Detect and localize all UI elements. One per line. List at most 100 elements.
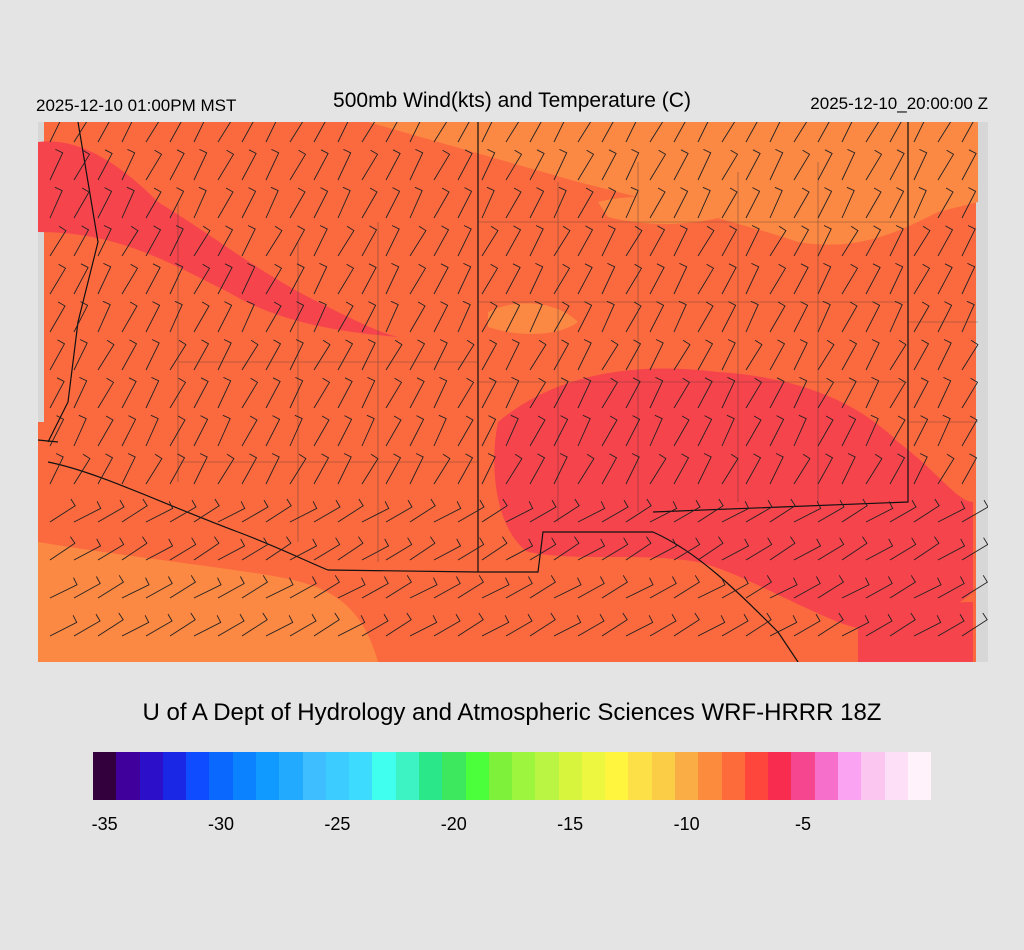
wind-barb [97,377,115,409]
wind-barb [625,415,641,447]
political-boundaries [38,122,909,662]
colorbar-tick-labels: -35 -30 -25 -20 -15 -10 -5 [0,814,1024,838]
wind-barb [265,339,282,371]
wind-barb [313,187,329,219]
wind-barb [793,538,822,561]
wind-barb [481,536,508,561]
wind-barb [961,300,975,333]
wind-barb [865,538,894,561]
wind-barb [937,414,951,447]
wind-barb [553,148,568,181]
wind-barb [289,339,304,371]
wind-barb [961,262,976,295]
wind-barb [313,122,326,143]
colorbar-swatch [861,752,885,800]
wind-barb [217,263,233,295]
map-title: 500mb Wind(kts) and Temperature (C) [333,89,691,112]
wind-barb [913,186,927,219]
wind-barb [889,225,904,257]
wind-barb [577,149,595,181]
wind-barb [649,187,666,219]
wind-barb [193,377,209,409]
wind-barb [409,453,424,485]
wind-barb [217,613,245,637]
wind-barb [121,263,139,295]
wind-barb [481,577,510,599]
wind-barb [409,498,436,523]
wind-barb [217,376,232,409]
colorbar-swatch [838,752,862,800]
wind-barb [289,576,317,599]
wind-barb [961,149,977,181]
wind-barb [433,376,448,409]
wind-barb [769,225,787,257]
wind-barb [745,225,760,257]
wind-barb [937,149,955,181]
colorbar-swatch [581,752,606,800]
wind-barb [601,225,616,257]
wind-barb [529,537,557,561]
wind-barb [265,377,281,409]
wind-barb [529,262,544,295]
wind-barb [145,301,161,333]
colorbar-tick-label: -25 [324,814,351,834]
wind-barb [193,498,220,523]
wind-barb [937,613,965,637]
wind-barb [505,149,523,181]
wind-barb [481,415,497,447]
wind-barb [577,225,594,257]
wind-barb [745,415,762,447]
wind-barb [649,414,663,447]
colorbar-swatch [209,752,233,800]
wind-barb [961,225,976,257]
wind-barb [529,225,544,257]
colorbar-swatch [232,752,256,800]
wind-barb [289,414,303,447]
wind-barb [481,453,496,485]
wind-barb [745,122,758,143]
wind-barb [361,538,390,561]
colorbar-swatch [488,752,513,800]
wind-barb [49,263,67,295]
wind-barb [457,612,484,637]
wind-barb [745,339,763,371]
wind-barb [385,300,399,333]
colorbar-swatch [814,752,838,800]
wind-barb [73,501,102,523]
wind-barb [505,538,534,561]
wind-barb [337,301,354,333]
wind-barb [817,377,835,409]
wind-barb [457,575,485,599]
wind-barb [601,575,629,599]
wind-barb [481,339,498,371]
colorbar-swatch [512,752,536,800]
wind-barb [193,186,207,219]
wind-barb [73,149,91,181]
wind-barb [121,301,138,333]
wind-barb [673,187,689,219]
wind-barb [745,612,772,637]
wind-barb [553,122,565,143]
wind-barb [337,339,354,371]
wind-barb [937,301,953,333]
wind-barb [745,537,773,561]
wind-barb [289,225,306,257]
wind-barb [73,339,88,371]
colorbar-swatch [558,752,582,800]
wind-barb [169,122,182,143]
wind-barb [769,498,796,523]
wind-barb [721,453,739,485]
wind-barb [745,149,761,181]
wind-barb [145,339,160,371]
colorbar-tick-label: -30 [208,814,235,834]
wind-barb [337,263,355,295]
wind-barb [337,148,352,181]
wind-barb [841,377,857,409]
wind-barb [673,575,701,599]
wind-barb [457,453,474,485]
colorbar-swatch [186,752,210,800]
wind-barb [889,122,902,143]
wind-barb [73,187,90,219]
colorbar-swatch [325,752,350,800]
wind-barb [241,149,257,181]
